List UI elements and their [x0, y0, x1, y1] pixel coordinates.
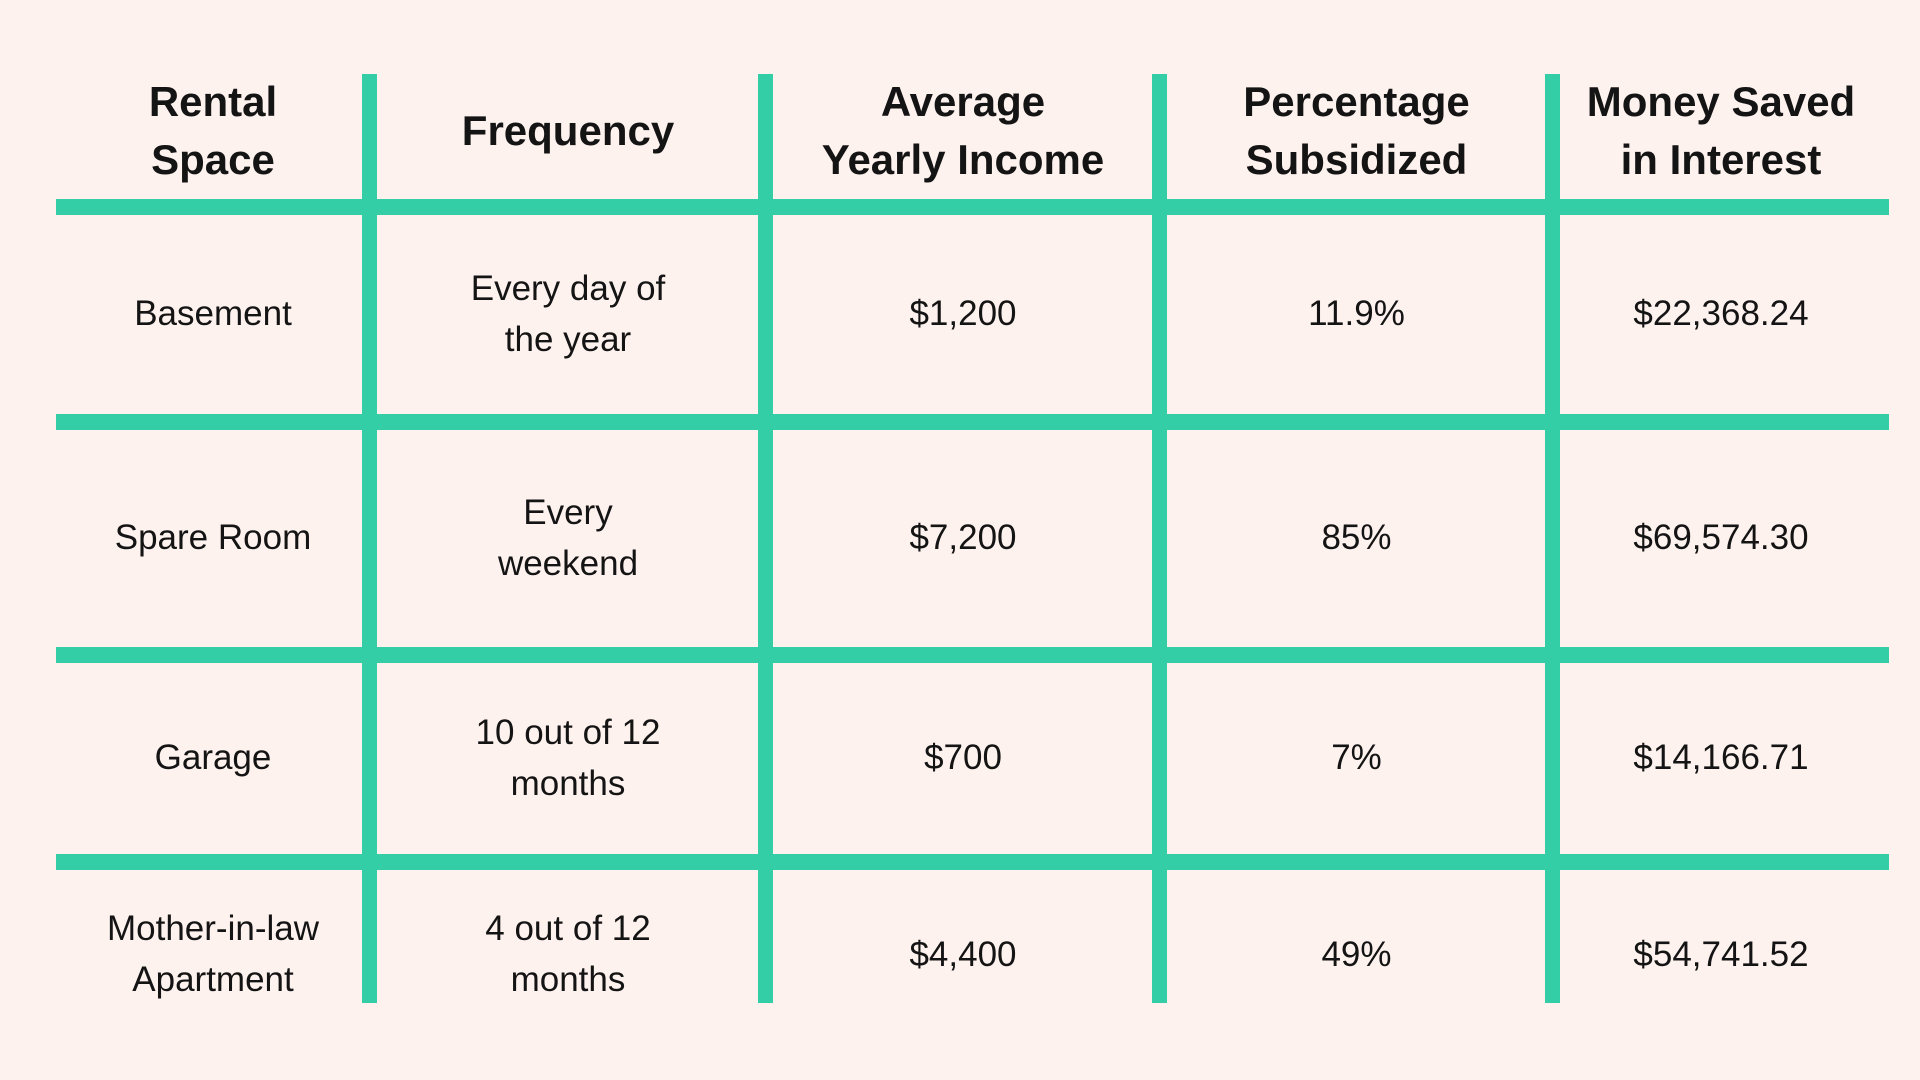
cell-mil-apartment-rental-space: Mother-in-law Apartment: [107, 909, 319, 999]
cell-spare-room-income: $7,200: [909, 518, 1017, 558]
cell-basement-subsidized: 11.9%: [1308, 294, 1405, 334]
cell-spare-room-rental-space: Spare Room: [114, 518, 312, 558]
cell-basement-rental-space: Basement: [134, 294, 292, 334]
cell-garage-rental-space: Garage: [154, 738, 272, 778]
cell-mil-apartment-money-saved: $54,741.52: [1633, 934, 1809, 974]
table-grid-line-horizontal-1: [56, 199, 1889, 215]
cell-spare-room-money-saved: $69,574.30: [1633, 518, 1809, 558]
cell-mil-apartment-income: $4,400: [909, 934, 1017, 974]
column-header-percentage-subsidized: Percentage Subsidized: [1243, 78, 1470, 183]
table-grid-line-vertical-4: [1545, 74, 1560, 1003]
column-header-money-saved-in-interest: Money Saved in Interest: [1586, 78, 1856, 183]
cell-spare-room-frequency: Every weekend: [497, 492, 639, 583]
cell-garage-frequency: 10 out of 12 months: [475, 712, 661, 803]
cell-garage-money-saved: $14,166.71: [1633, 738, 1809, 778]
table-grid-line-horizontal-2: [56, 414, 1889, 430]
table-grid: Rental Space Frequency Average Yearly In…: [56, 55, 1889, 1048]
cell-mil-apartment-frequency: 4 out of 12 months: [485, 909, 651, 999]
table-grid-line-horizontal-3: [56, 647, 1889, 663]
column-header-average-yearly-income: Average Yearly Income: [821, 78, 1105, 183]
cell-spare-room-subsidized: 85%: [1321, 518, 1392, 558]
table-grid-line-vertical-2: [758, 74, 773, 1003]
table-grid-line-vertical-3: [1152, 74, 1167, 1003]
column-header-frequency: Frequency: [461, 107, 675, 155]
cell-basement-frequency: Every day of the year: [470, 268, 666, 359]
rental-income-table: Rental Space Frequency Average Yearly In…: [56, 55, 1889, 1048]
cell-mil-apartment-subsidized: 49%: [1321, 934, 1392, 974]
cell-basement-money-saved: $22,368.24: [1633, 294, 1809, 334]
column-header-rental-space: Rental Space: [148, 78, 278, 183]
cell-garage-income: $700: [924, 738, 1002, 778]
table-grid-line-horizontal-4: [56, 854, 1889, 870]
cell-basement-income: $1,200: [909, 294, 1017, 334]
table-grid-line-vertical-1: [362, 74, 377, 1003]
cell-garage-subsidized: 7%: [1331, 738, 1382, 778]
